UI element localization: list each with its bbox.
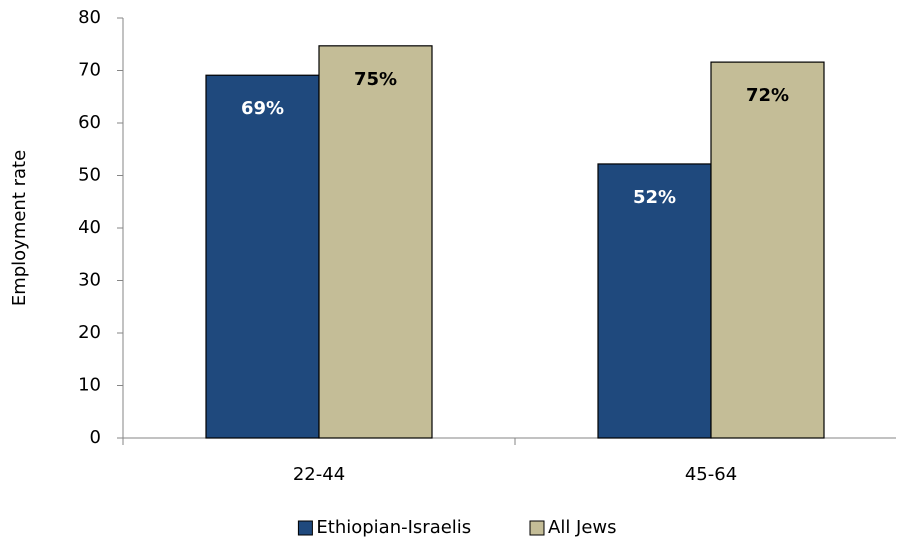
y-tick-label: 20 [78,322,101,343]
legend-swatch [529,520,545,536]
y-tick-label: 30 [78,270,101,291]
legend-label: All Jews [548,517,617,538]
y-axis-label: Employment rate [9,150,30,306]
y-tick-label: 10 [78,375,101,396]
y-tick-label: 70 [78,60,101,81]
y-tick-label: 40 [78,217,101,238]
y-tick-label: 50 [78,165,101,186]
bar [710,61,825,439]
value-label: 75% [354,69,397,90]
legend-swatch [297,520,313,536]
legend-label: Ethiopian-Israelis [316,517,471,538]
value-label: 69% [241,98,284,119]
x-tick-label: 45-64 [685,464,737,485]
y-tick-label: 80 [78,7,101,28]
value-label: 52% [633,187,676,208]
value-label: 72% [746,85,789,106]
bar [597,163,712,439]
x-tick-label: 22-44 [293,464,345,485]
bar [318,45,433,439]
bar [205,74,320,439]
y-tick-label: 0 [90,427,101,448]
y-tick-label: 60 [78,112,101,133]
